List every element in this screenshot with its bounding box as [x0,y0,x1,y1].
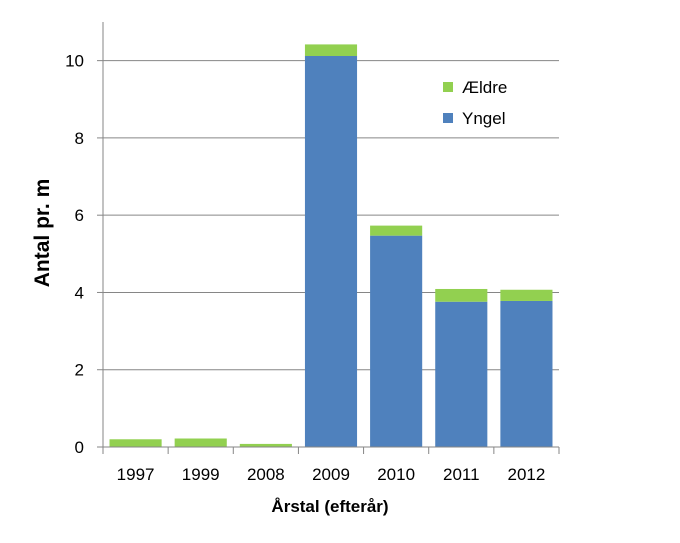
x-tick-label: 2011 [443,465,480,484]
bar-segment-ældre-1999 [174,438,227,447]
x-tick-label: 2010 [377,465,415,484]
bar-segment-ældre-2008 [239,443,292,447]
bar-segment-yngel-2011 [435,301,488,447]
x-tick-labels: 1997 1999 2008 2009 2010 2011 2012 [117,465,546,484]
y-tick-label: 8 [75,129,84,148]
bars [109,44,553,447]
x-tick-label: 2009 [312,465,350,484]
bar-segment-ældre-1997 [109,439,162,447]
y-tick-label: 10 [65,52,84,71]
legend-label: Ældre [462,78,507,97]
legend: Ældre Yngel [443,78,507,128]
legend-swatch-yngel [443,113,453,123]
bar-segment-yngel-2009 [304,56,358,447]
x-tick-label: 1999 [182,465,220,484]
y-axis-title: Antal pr. m [31,179,54,288]
bar-segment-yngel-2010 [370,235,423,447]
y-tick-label: 4 [75,283,84,302]
legend-label: Yngel [462,109,505,128]
x-tick-label: 1997 [117,465,155,484]
legend-swatch-ældre [443,82,453,92]
bar-segment-ældre-2011 [435,288,488,302]
x-axis-title: Årstal (efterår) [271,497,388,516]
bar-segment-ældre-2012 [500,289,553,301]
bar-segment-yngel-2012 [500,300,553,447]
y-tick-label: 2 [75,361,84,380]
x-tick-label: 2008 [247,465,285,484]
y-tick-label: 0 [75,438,84,457]
bar-segment-ældre-2010 [370,225,423,236]
y-tick-labels: 0 2 4 6 8 10 [65,52,84,457]
x-tick-label: 2012 [508,465,546,484]
axes [97,22,560,454]
bar-segment-ældre-2009 [304,44,358,56]
y-tick-label: 6 [75,206,84,225]
